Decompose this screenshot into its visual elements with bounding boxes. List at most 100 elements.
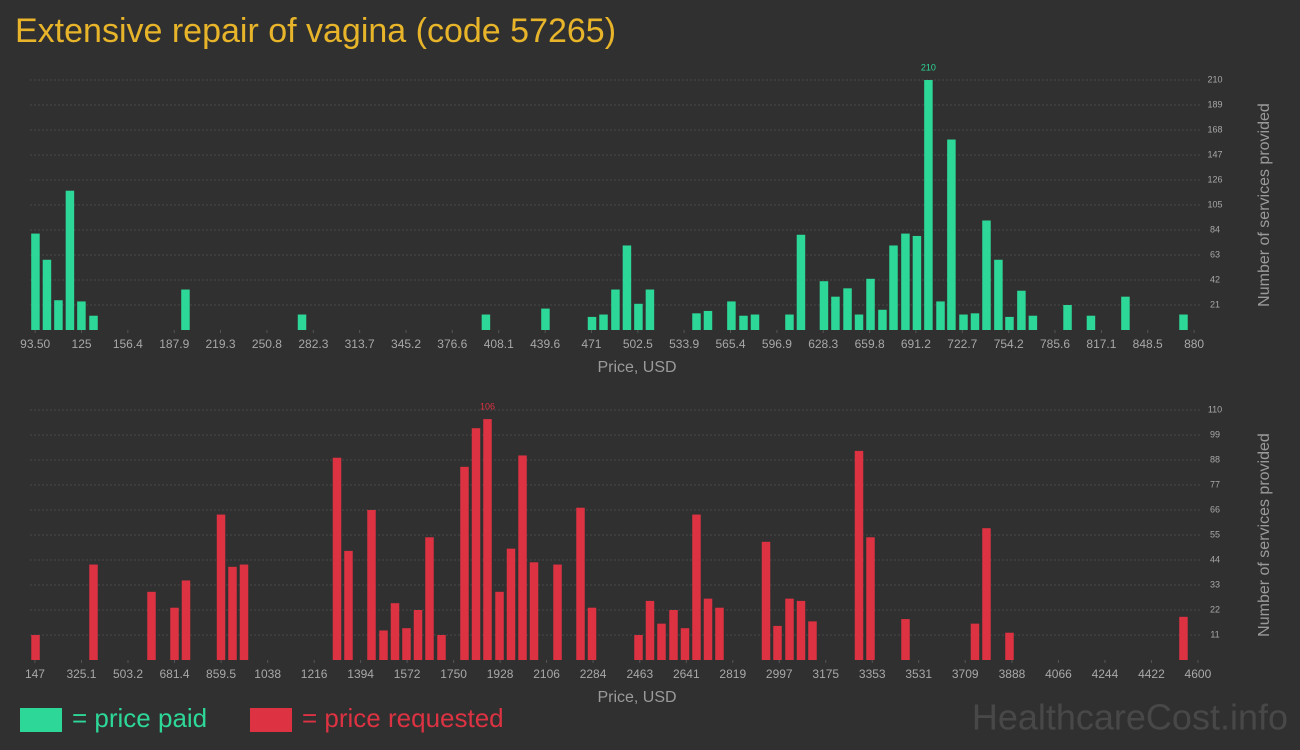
bar <box>936 301 945 330</box>
x-tick-label: 3353 <box>859 667 886 681</box>
x-tick-label: 2819 <box>719 667 746 681</box>
x-tick-label: 313.7 <box>345 337 375 351</box>
x-tick-label: 147 <box>25 667 45 681</box>
y-tick-label: 126 <box>1207 174 1222 184</box>
bar <box>89 315 98 330</box>
bar <box>843 288 852 330</box>
bar <box>692 514 701 660</box>
bar <box>785 598 794 660</box>
x-tick-label: 1394 <box>347 667 374 681</box>
bar <box>413 610 423 660</box>
bar <box>715 607 724 660</box>
x-axis-label: Price, USD <box>597 359 676 376</box>
bar <box>622 245 632 330</box>
y-axis-label: Number of services provided <box>1256 433 1273 637</box>
bar <box>529 562 539 660</box>
bar <box>437 635 446 660</box>
bar <box>924 80 933 330</box>
x-tick-label: 4422 <box>1138 667 1165 681</box>
bar <box>970 623 980 660</box>
bar <box>390 603 400 660</box>
x-axis-label: Price, USD <box>597 689 676 706</box>
bar <box>587 607 597 660</box>
y-tick-label: 189 <box>1207 99 1222 109</box>
bar <box>89 564 98 660</box>
y-tick-label: 42 <box>1210 274 1220 284</box>
bar <box>970 313 980 330</box>
bar <box>239 564 249 660</box>
x-tick-label: 2997 <box>766 667 793 681</box>
bar <box>367 510 376 660</box>
bar <box>994 259 1003 330</box>
bar <box>170 607 179 660</box>
value-label: 106 <box>480 401 495 411</box>
bar <box>1005 632 1014 660</box>
x-tick-label: 282.3 <box>298 337 328 351</box>
x-tick-label: 187.9 <box>159 337 189 351</box>
bar <box>1179 616 1188 660</box>
bar <box>692 313 701 330</box>
bar <box>471 428 481 660</box>
bar <box>796 234 806 330</box>
x-tick-label: 4600 <box>1185 667 1212 681</box>
y-tick-label: 33 <box>1210 579 1220 589</box>
bar <box>1017 290 1026 330</box>
legend-label: = price paid <box>72 703 207 733</box>
bar <box>1121 296 1130 330</box>
bar <box>228 566 237 660</box>
bar <box>599 314 608 330</box>
bar <box>878 309 887 330</box>
x-tick-label: 659.8 <box>855 337 885 351</box>
bar <box>750 314 760 330</box>
bar <box>587 316 597 330</box>
x-tick-label: 859.5 <box>206 667 236 681</box>
x-tick-label: 628.3 <box>808 337 838 351</box>
x-tick-label: 1572 <box>394 667 421 681</box>
bar <box>901 233 910 330</box>
x-tick-label: 1750 <box>440 667 467 681</box>
chart-title: Extensive repair of vagina (code 57265) <box>15 12 616 50</box>
bar <box>181 289 190 330</box>
bar <box>982 220 991 330</box>
bar <box>553 564 562 660</box>
bar <box>854 314 864 330</box>
bar <box>611 289 620 330</box>
bar <box>344 550 353 660</box>
bar <box>181 580 191 660</box>
bar <box>42 259 52 330</box>
x-tick-label: 817.1 <box>1086 337 1116 351</box>
y-tick-label: 77 <box>1210 479 1220 489</box>
bar <box>483 419 492 660</box>
x-tick-label: 219.3 <box>206 337 236 351</box>
bar <box>31 233 40 330</box>
legend-swatch <box>250 708 292 732</box>
x-tick-label: 1216 <box>301 667 328 681</box>
x-tick-label: 4244 <box>1092 667 1119 681</box>
bar <box>576 507 585 660</box>
y-tick-label: 105 <box>1207 199 1222 209</box>
x-tick-label: 3888 <box>999 667 1026 681</box>
y-tick-label: 210 <box>1207 74 1222 84</box>
x-tick-label: 3531 <box>905 667 932 681</box>
bar <box>866 537 875 660</box>
x-tick-label: 408.1 <box>484 337 514 351</box>
bar <box>425 537 434 660</box>
x-tick-label: 125 <box>72 337 92 351</box>
bar <box>645 289 655 330</box>
y-tick-label: 99 <box>1210 429 1220 439</box>
bar <box>959 314 968 330</box>
watermark: HealthcareCost.info <box>972 697 1288 738</box>
y-tick-label: 63 <box>1210 249 1220 259</box>
bar <box>1063 305 1072 330</box>
y-tick-label: 22 <box>1210 604 1220 614</box>
x-tick-label: 93.50 <box>20 337 50 351</box>
bar <box>495 591 504 660</box>
bar <box>982 528 991 660</box>
bar <box>703 310 713 330</box>
y-tick-label: 84 <box>1210 224 1220 234</box>
bar <box>332 457 342 660</box>
bar <box>216 514 226 660</box>
bar <box>819 281 829 330</box>
